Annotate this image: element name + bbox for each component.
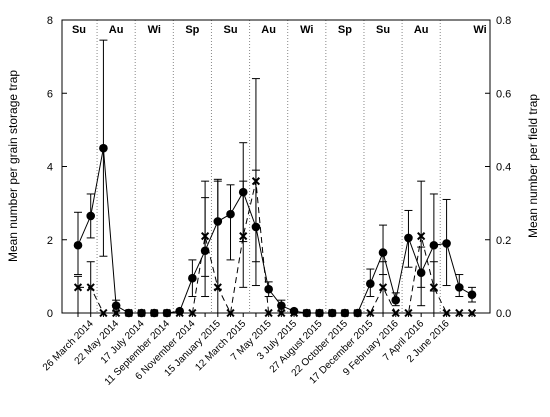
data-point-field-trap xyxy=(213,283,222,292)
axes xyxy=(61,19,491,317)
data-point-field-trap xyxy=(239,231,248,241)
data-point-grain-trap xyxy=(111,301,121,310)
cross-stroke xyxy=(86,283,95,292)
cross-stroke xyxy=(73,283,83,292)
data-point-grain-trap xyxy=(86,211,96,221)
data-point-grain-trap xyxy=(378,248,388,257)
data-point-grain-trap xyxy=(404,233,413,243)
data-point-grain-trap xyxy=(391,295,401,305)
season-label: Su xyxy=(72,24,86,36)
season-label: Sp xyxy=(338,24,352,36)
season-label: Su xyxy=(223,24,237,36)
data-point-grain-trap xyxy=(442,239,451,248)
cross-stroke xyxy=(417,231,426,241)
data-point-field-trap xyxy=(200,231,210,241)
season-label: Au xyxy=(414,24,429,36)
y-axis-title-left: Mean number per grain storage trap xyxy=(6,70,20,262)
cross-stroke xyxy=(239,231,248,241)
series-layer xyxy=(73,39,477,318)
y-tick-label-left: 0 xyxy=(47,308,53,320)
data-point-field-trap xyxy=(378,283,388,292)
y-tick-label-left: 2 xyxy=(47,235,53,247)
season-label: Su xyxy=(376,24,390,36)
y-tick-label-left: 8 xyxy=(47,15,53,27)
series-line xyxy=(78,181,472,315)
season-label: Wi xyxy=(148,24,161,36)
y-tick-label-right: 0.2 xyxy=(496,235,511,247)
data-point-grain-trap xyxy=(366,279,375,289)
y-tick-label-left: 6 xyxy=(47,88,53,100)
data-point-grain-trap xyxy=(188,273,197,283)
y-tick-label-right: 0.0 xyxy=(496,308,511,320)
y-tick-label-right: 0.4 xyxy=(496,162,511,174)
data-point-grain-trap xyxy=(226,209,235,219)
season-label: Sp xyxy=(185,24,199,36)
cross-stroke xyxy=(378,283,388,292)
season-label: Au xyxy=(109,24,124,36)
data-point-field-trap xyxy=(86,283,95,292)
season-dividers xyxy=(96,20,441,313)
data-point-grain-trap xyxy=(99,143,108,153)
data-point-field-trap xyxy=(73,283,83,292)
season-label: Wi xyxy=(300,24,313,36)
data-point-field-trap xyxy=(429,283,438,292)
cross-stroke xyxy=(429,283,438,292)
data-point-grain-trap xyxy=(73,240,83,250)
y-tick-label-right: 0.8 xyxy=(496,15,511,27)
cross-stroke xyxy=(251,177,261,186)
data-point-grain-trap xyxy=(467,290,477,299)
season-label: Au xyxy=(261,24,276,36)
cross-stroke xyxy=(213,283,222,292)
data-point-grain-trap xyxy=(277,301,286,310)
y-tick-label-left: 4 xyxy=(47,162,53,174)
y-axis-title-right: Mean number per field trap xyxy=(526,94,540,238)
data-point-grain-trap xyxy=(429,240,439,250)
plot-frame xyxy=(61,19,491,314)
data-point-field-trap xyxy=(251,177,261,186)
season-label: Wi xyxy=(473,24,486,36)
cross-stroke xyxy=(200,231,210,241)
data-point-field-trap xyxy=(417,231,426,241)
data-point-grain-trap xyxy=(264,284,273,294)
data-point-grain-trap xyxy=(454,283,464,292)
y-tick-label-right: 0.6 xyxy=(496,88,511,100)
